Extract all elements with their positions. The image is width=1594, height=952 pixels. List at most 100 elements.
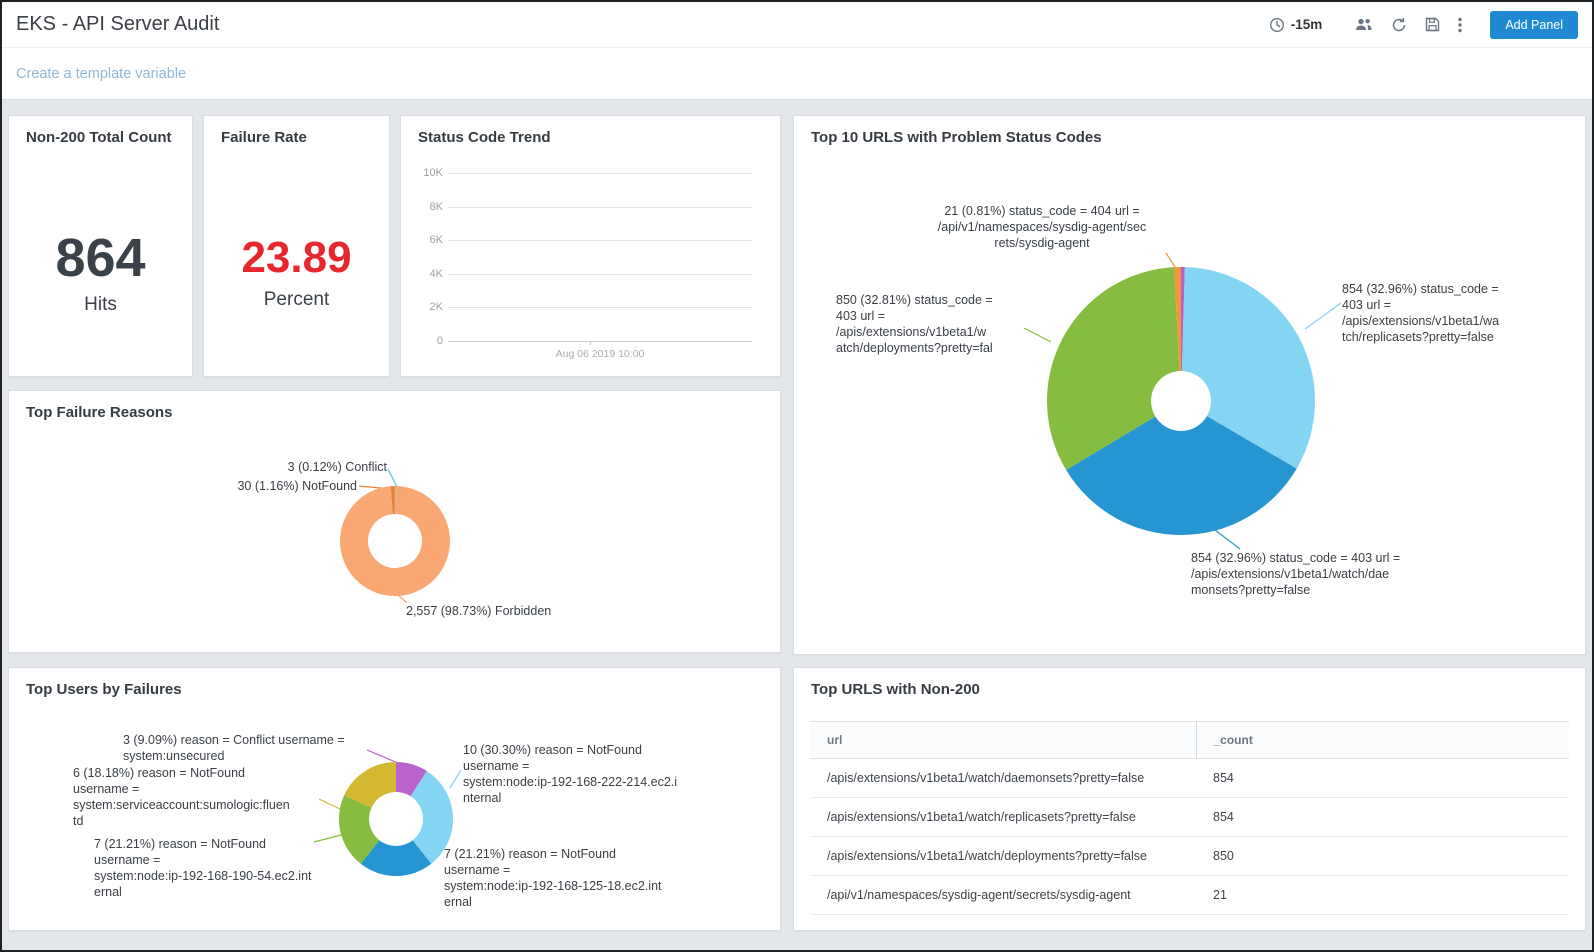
y-axis-tick: 0 [436, 334, 443, 347]
pie-segment[interactable] [410, 771, 453, 864]
callout-line-forbidden [397, 594, 408, 604]
gridline [448, 173, 752, 174]
dashboard-content: Non-200 Total Count 864 Hits Failure Rat… [2, 100, 1592, 950]
y-axis-tick: 4K [429, 267, 443, 280]
header-controls: -15m Add Panel [1269, 10, 1578, 39]
share-button[interactable] [1354, 17, 1373, 32]
grid-row: 8K [413, 201, 766, 221]
pie-segment[interactable] [360, 840, 432, 876]
panel-title: Failure Rate [221, 129, 307, 146]
pie-segment[interactable] [1181, 267, 1185, 372]
callout-unsecured: 3 (9.09%) reason = Conflict username = s… [123, 733, 345, 763]
table-row: /apis/extensions/v1beta1/watch/replicase… [810, 797, 1569, 837]
grid-row: 2K [413, 301, 766, 321]
count-cell: 854 [1196, 797, 1569, 837]
callout-line-404 [1165, 252, 1176, 268]
stat-value: 23.89 [241, 232, 352, 282]
y-axis-tick: 6K [429, 234, 443, 246]
save-button[interactable] [1425, 17, 1440, 32]
template-variable-bar: Create a template variable [2, 48, 1592, 100]
create-template-variable-link[interactable]: Create a template variable [16, 65, 187, 82]
gridline [448, 206, 752, 208]
url-cell: /apis/extensions/v1beta1/watch/deploymen… [810, 836, 1196, 876]
callout-line-deployments [1023, 327, 1052, 343]
y-axis-tick: 2K [429, 301, 443, 313]
callout-line-daemonsets [1214, 529, 1241, 550]
gridline [448, 307, 752, 308]
x-axis-tick-mark [589, 341, 591, 345]
count-cell: 21 [1196, 875, 1569, 915]
url-cell: /api/v1/namespaces/sysdig-agent/secrets/… [810, 875, 1196, 915]
count-cell: 850 [1196, 836, 1569, 876]
callout-node125: 7 (21.21%) reason = NotFound username = … [444, 847, 662, 909]
panel-top-failure-reasons: Top Failure Reasons 3 (0.12%) Conflict 3… [8, 390, 781, 653]
panel-title: Top Users by Failures [26, 681, 182, 698]
more-options-button[interactable] [1458, 17, 1463, 33]
stat-unit: Hits [84, 293, 117, 315]
table-row: /api/v1/namespaces/sysdig-agent/secrets/… [810, 875, 1569, 915]
callout-line-unsecured [366, 749, 399, 764]
panel-top-urls-with-non-200: Top URLS with Non-200 url _count /apis/e… [793, 667, 1586, 931]
callout-line-node222 [449, 769, 462, 789]
clock-icon [1269, 17, 1285, 33]
results-table-wrap: url _count /apis/extensions/v1beta1/watc… [810, 721, 1569, 915]
panel-title: Top 10 URLS with Problem Status Codes [811, 129, 1102, 146]
add-panel-button[interactable]: Add Panel [1490, 10, 1578, 39]
donut-chart-top10-urls [1023, 252, 1342, 550]
panel-title: Top URLS with Non-200 [811, 681, 980, 698]
pie-segment[interactable] [344, 762, 396, 808]
page-title: EKS - API Server Audit [16, 13, 220, 35]
gridline [448, 240, 752, 241]
callout-forbidden: 2,557 (98.73%) Forbidden [406, 604, 552, 618]
save-icon [1426, 17, 1440, 32]
stat-display: 864 Hits [9, 156, 192, 376]
y-axis-tick: 10K [423, 167, 443, 179]
pie-segment[interactable] [339, 795, 380, 864]
trend-chart: Aug 06 2019 10:00 10K 8K 6K 4K 2K 0 [413, 167, 766, 368]
callout-line-conflict [387, 468, 398, 488]
table-row: /apis/extensions/v1beta1/watch/daemonset… [810, 758, 1569, 798]
callout-line-node190 [313, 833, 346, 843]
time-range-label: -15m [1290, 17, 1323, 32]
panel-top-10-urls: Top 10 URLS with Problem Status Codes 21… [793, 115, 1586, 655]
callout-daemonsets: 854 (32.96%) status_code = 403 url = /ap… [1191, 551, 1401, 597]
panel-title: Status Code Trend [418, 129, 551, 146]
donut-chart-failure-reasons [340, 468, 451, 604]
stat-unit: Percent [263, 288, 330, 310]
panel-failure-rate: Failure Rate 23.89 Percent [203, 115, 390, 377]
table-header-row: url _count [810, 721, 1569, 759]
refresh-button[interactable] [1391, 17, 1407, 33]
pie-segment[interactable] [1047, 267, 1180, 471]
results-table: url _count /apis/extensions/v1beta1/watc… [810, 721, 1569, 915]
column-header-count[interactable]: _count [1196, 721, 1569, 759]
pie-segment[interactable] [340, 486, 451, 596]
callout-node222: 10 (30.30%) reason = NotFound username =… [463, 743, 678, 805]
column-header-url[interactable]: url [810, 721, 1197, 759]
refresh-icon [1393, 17, 1406, 31]
gridline [448, 273, 752, 275]
url-cell: /apis/extensions/v1beta1/watch/daemonset… [810, 758, 1196, 798]
people-icon [1356, 18, 1372, 30]
pie-segment[interactable] [1174, 267, 1181, 372]
callout-line-fluentd [318, 798, 341, 810]
pie-segment[interactable] [390, 486, 395, 515]
stat-display: 23.89 Percent [204, 156, 389, 376]
callout-fluentd: 6 (18.18%) reason = NotFound username = … [73, 766, 290, 828]
url-cell: /apis/extensions/v1beta1/watch/replicase… [810, 797, 1196, 837]
panel-top-users-by-failures: Top Users by Failures 3 (9.09%) reason =… [8, 667, 781, 931]
y-axis-tick: 8K [429, 200, 443, 213]
time-range-control[interactable]: -15m [1269, 17, 1323, 33]
grid-row: 10K [413, 167, 766, 187]
callout-404: 21 (0.81%) status_code = 404 url = /api/… [937, 204, 1147, 250]
panel-title: Top Failure Reasons [26, 404, 173, 421]
stat-value: 864 [55, 227, 146, 288]
gridline [448, 340, 752, 342]
pie-segment[interactable] [1066, 416, 1297, 535]
callout-deployments: 850 (32.81%) status_code = 403 url = /ap… [836, 293, 993, 355]
header: EKS - API Server Audit -15m Add Panel [2, 2, 1592, 48]
pie-segment[interactable] [396, 762, 427, 797]
panel-non-200-total-count: Non-200 Total Count 864 Hits [8, 115, 193, 377]
pie-segment[interactable] [1181, 267, 1315, 469]
callout-line-replicasets [1304, 302, 1342, 330]
